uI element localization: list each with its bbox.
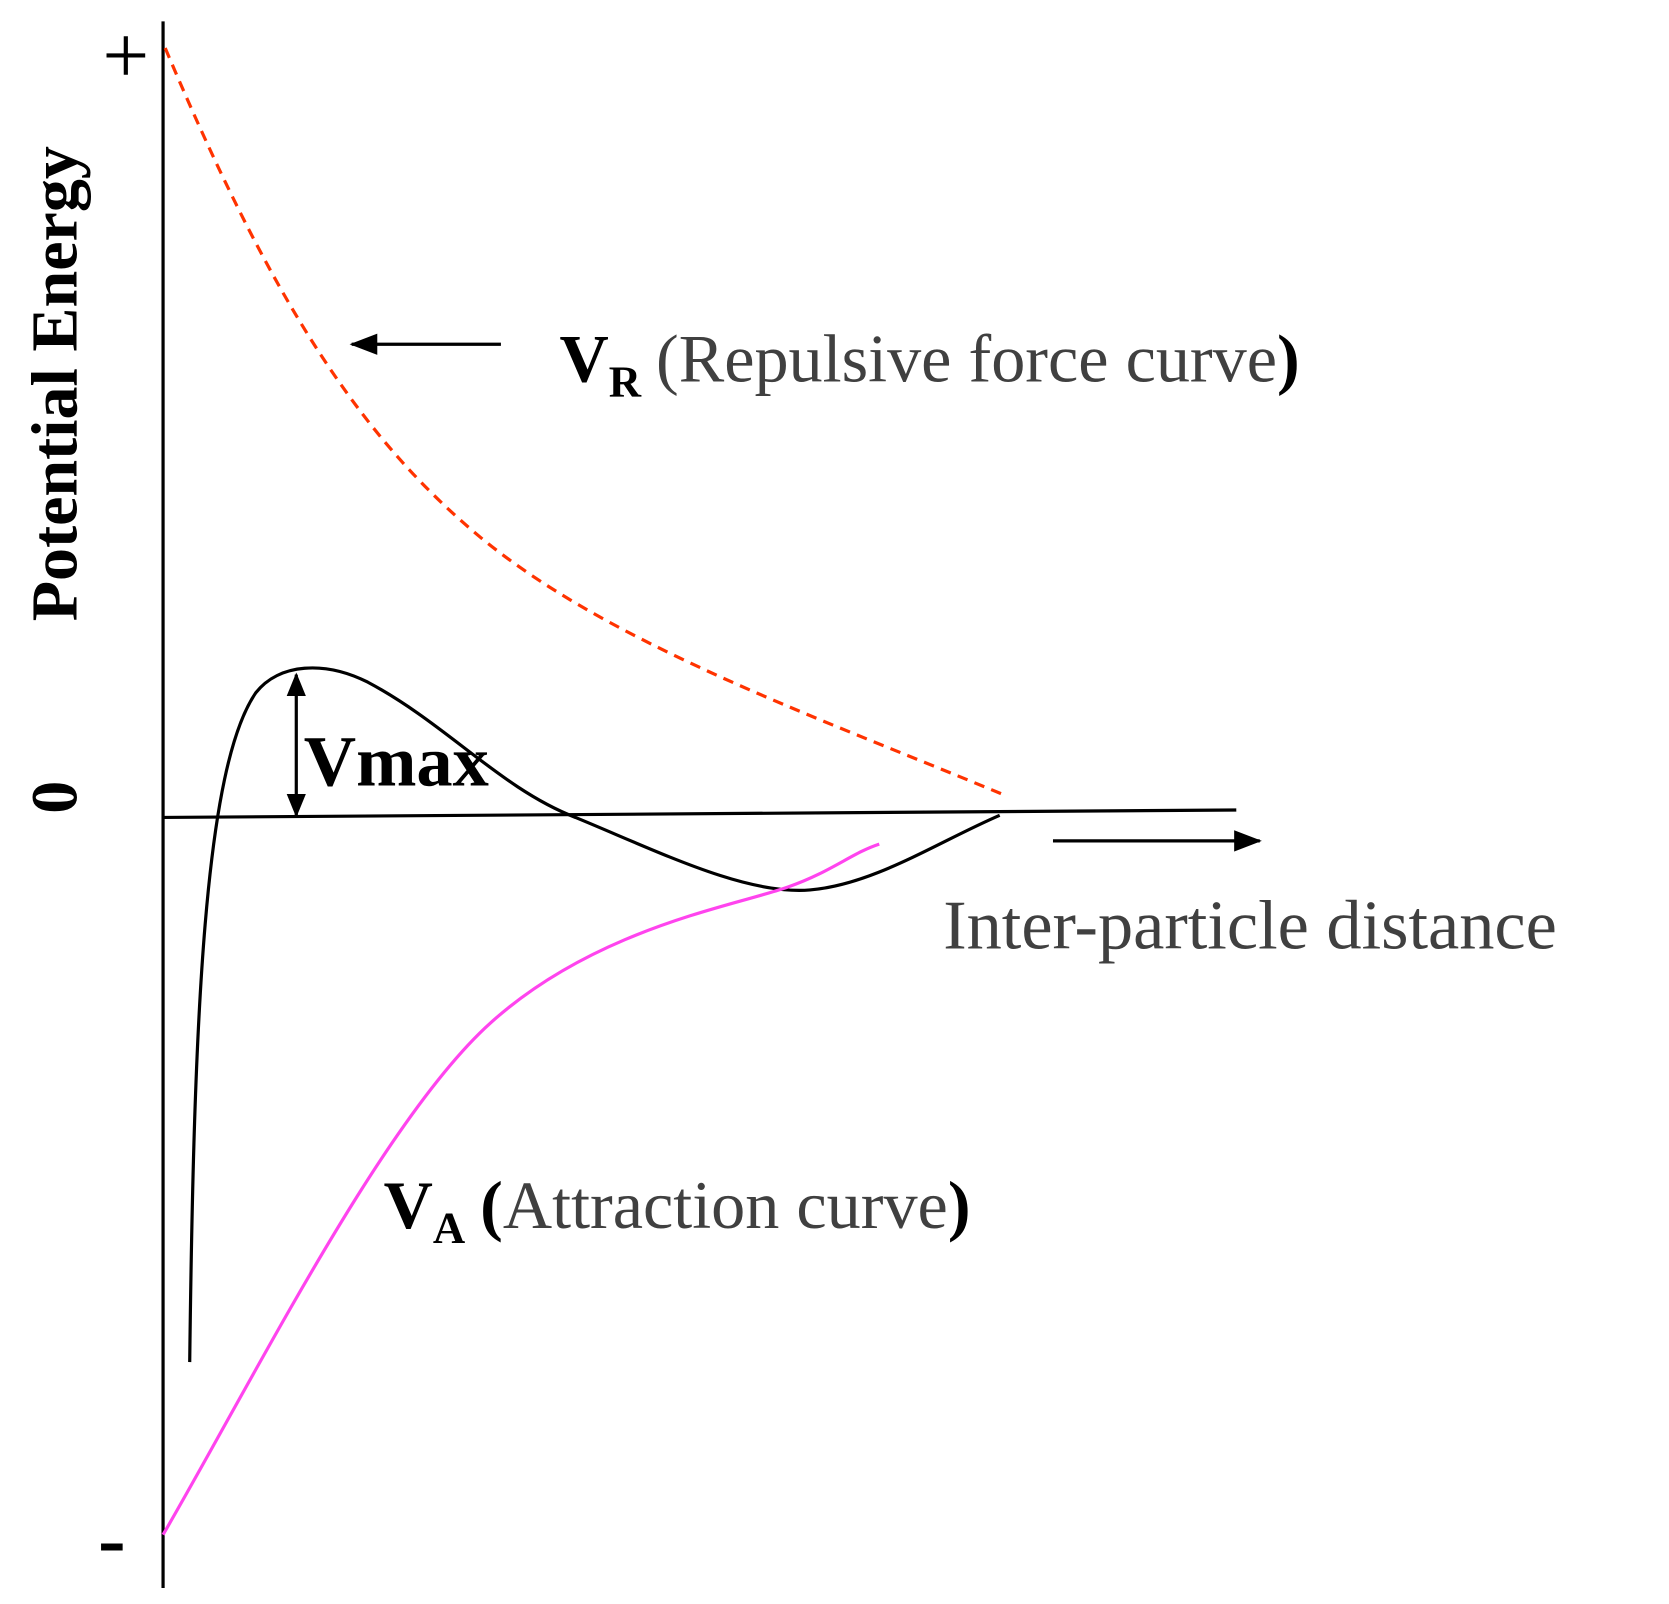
label-text: Attraction curve bbox=[503, 1167, 948, 1243]
symbol: V bbox=[560, 321, 609, 397]
attraction-curve bbox=[161, 842, 880, 1536]
axis-plus: + bbox=[102, 9, 149, 101]
close-paren: ) bbox=[948, 1167, 971, 1243]
close-paren: ) bbox=[1277, 321, 1300, 397]
y-axis-label: Potential Energy bbox=[19, 146, 92, 621]
open-paren: ( bbox=[480, 1167, 503, 1243]
x-axis-label: Inter-particle distance bbox=[943, 887, 1557, 965]
repulsive-label: VR (Repulsive force curve) bbox=[560, 321, 1300, 407]
attraction-label: VA (Attraction curve) bbox=[384, 1167, 971, 1253]
subscript: A bbox=[433, 1203, 465, 1253]
symbol: V bbox=[384, 1167, 433, 1243]
zero-label: 0 bbox=[19, 781, 92, 814]
vmax-label: Vmax bbox=[304, 720, 489, 801]
repulsive-curve bbox=[163, 47, 1003, 796]
label-text: (Repulsive force curve bbox=[656, 321, 1277, 397]
x-axis bbox=[163, 808, 1237, 820]
subscript: R bbox=[609, 356, 642, 406]
axis-minus: - bbox=[98, 1493, 126, 1585]
net-curve bbox=[188, 666, 1001, 1363]
